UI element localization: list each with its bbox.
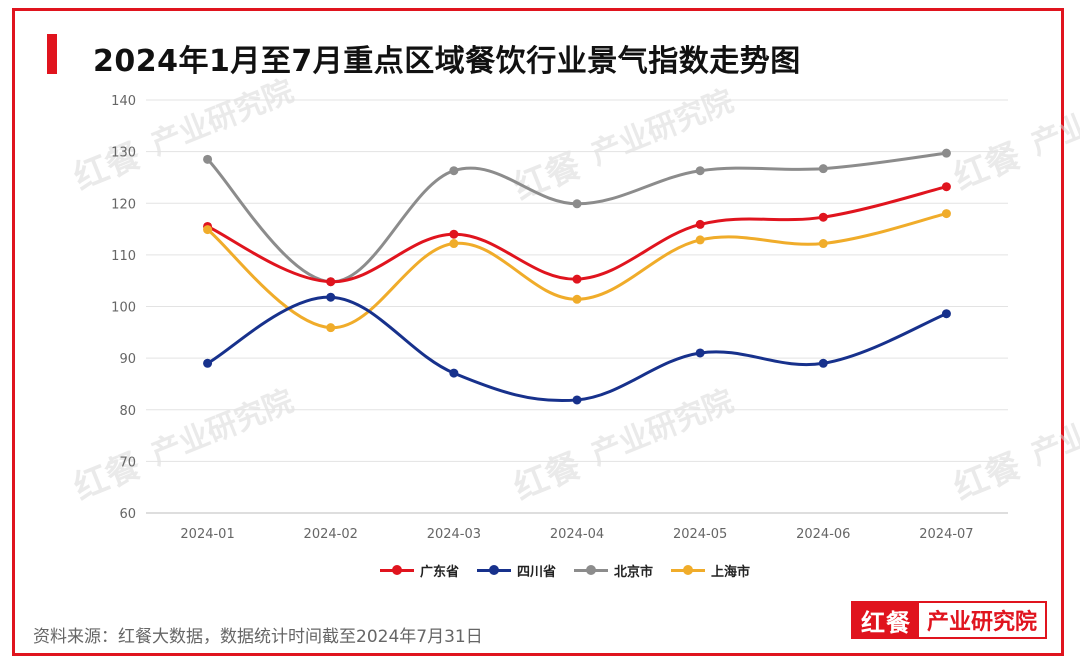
legend-label: 北京市 — [614, 565, 654, 580]
x-tick-label: 2024-02 — [304, 527, 358, 542]
legend-item: 北京市 — [574, 561, 653, 580]
grid-lines — [146, 99, 1008, 514]
legend-item: 广东省 — [379, 561, 459, 580]
x-tick-label: 2024-07 — [919, 527, 973, 542]
data-point — [572, 274, 582, 284]
y-tick-label: 140 — [111, 94, 136, 109]
legend: 广东省 四川省 北京市 上海市 — [0, 561, 1080, 580]
legend-swatch — [476, 565, 511, 575]
watermark-logo: 红餐 — [948, 136, 1026, 199]
data-point — [449, 239, 459, 249]
data-point — [818, 358, 828, 368]
data-point — [941, 209, 951, 219]
brand-text: 产业研究院 — [919, 603, 1046, 637]
y-tick-label: 120 — [111, 197, 136, 212]
watermark-logo: 红餐 — [508, 446, 586, 509]
data-point — [572, 199, 582, 209]
legend-item: 上海市 — [671, 561, 750, 580]
y-tick-label: 90 — [119, 352, 136, 367]
series-line — [206, 212, 948, 330]
x-tick-label: 2024-05 — [673, 527, 727, 542]
legend-label: 四川省 — [516, 565, 556, 580]
data-point — [326, 323, 336, 333]
legend-label: 广东省 — [419, 565, 459, 580]
data-point — [818, 239, 828, 249]
watermark-text: 产业研究院 — [146, 74, 298, 163]
y-tick-label: 110 — [111, 249, 136, 264]
y-tick-label: 100 — [111, 301, 136, 316]
data-point — [941, 148, 951, 158]
x-tick-label: 2024-01 — [180, 527, 234, 542]
data-point — [203, 358, 213, 368]
x-tick-label: 2024-06 — [796, 527, 850, 542]
series-layer — [203, 148, 951, 405]
data-point — [449, 368, 459, 378]
data-point — [449, 166, 459, 176]
source-note: 资料来源：红餐大数据，数据统计时间截至2024年7月31日 — [33, 627, 483, 647]
data-point — [695, 219, 705, 229]
legend-swatch — [379, 565, 414, 575]
watermark-text: 产业研究院 — [1026, 74, 1080, 163]
legend-item: 四川省 — [476, 561, 556, 580]
y-tick-label: 130 — [111, 146, 136, 161]
x-axis-ticks: 2024-01 2024-02 2024-03 2024-04 2024-05 2024-… — [180, 527, 973, 542]
watermark-logo: 红餐 — [948, 446, 1026, 509]
title-accent-bar — [47, 34, 57, 74]
data-point — [695, 235, 705, 245]
x-tick-label: 2024-04 — [550, 527, 604, 542]
data-point — [818, 212, 828, 222]
data-point — [695, 166, 705, 176]
data-point — [572, 294, 582, 304]
y-tick-label: 60 — [119, 507, 136, 522]
data-point — [326, 292, 336, 302]
watermark-text: 产业研究院 — [586, 84, 738, 173]
data-point — [326, 277, 336, 287]
watermark-text: 产业研究院 — [146, 384, 298, 473]
y-tick-label: 80 — [119, 404, 136, 419]
watermark-text: 产业研究院 — [1026, 384, 1080, 473]
watermark-text: 产业研究院 — [586, 384, 738, 473]
data-point — [941, 182, 951, 192]
brand-logo: 红餐 — [853, 603, 919, 637]
data-point — [449, 229, 459, 239]
data-point — [818, 164, 828, 174]
chart-title: 2024年1月至7月重点区域餐饮行业景气指数走势图 — [93, 44, 801, 79]
brand-badge: 红餐 产业研究院 — [851, 601, 1048, 639]
legend-swatch — [574, 565, 608, 575]
data-point — [203, 225, 213, 235]
legend-swatch — [671, 565, 706, 575]
y-tick-label: 70 — [119, 455, 136, 470]
data-point — [695, 348, 705, 358]
data-point — [572, 395, 582, 405]
x-tick-label: 2024-03 — [427, 527, 481, 542]
legend-label: 上海市 — [711, 565, 751, 580]
data-point — [203, 154, 213, 164]
series-line — [206, 295, 948, 403]
y-axis-ticks: 60 70 80 90 100 110 120 130 140 — [111, 94, 136, 522]
chart-frame — [12, 8, 1064, 656]
data-point — [941, 309, 951, 319]
